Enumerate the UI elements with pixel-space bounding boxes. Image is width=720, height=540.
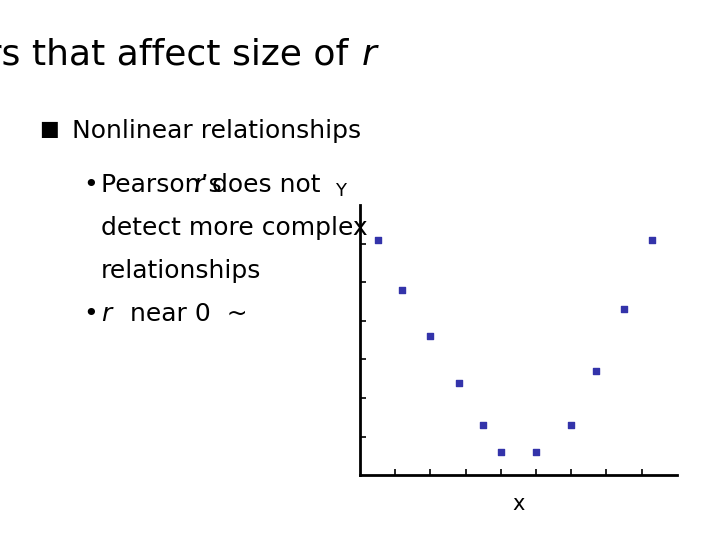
Point [565, 421, 577, 429]
Point [425, 332, 436, 341]
Point [530, 448, 541, 456]
Text: near 0  ~: near 0 ~ [114, 302, 248, 326]
Text: does not: does not [204, 173, 320, 197]
Text: r: r [361, 38, 377, 72]
Point [495, 448, 507, 456]
Text: relationships: relationships [101, 259, 261, 283]
Text: Pearson’s: Pearson’s [101, 173, 230, 197]
X-axis label: x: x [512, 494, 525, 514]
Point [397, 286, 408, 294]
Text: •: • [83, 173, 97, 197]
Point [453, 379, 464, 387]
Point [477, 421, 489, 429]
Text: Nonlinear relationships: Nonlinear relationships [72, 119, 361, 143]
Point [647, 235, 658, 244]
Point [618, 305, 630, 314]
Text: Factors that affect size of: Factors that affect size of [0, 38, 360, 72]
Text: detect more complex: detect more complex [101, 216, 367, 240]
Text: r: r [193, 173, 203, 197]
Y-axis label: Y: Y [336, 182, 346, 200]
Text: •: • [83, 302, 97, 326]
Point [372, 235, 383, 244]
Text: ■: ■ [40, 119, 59, 139]
Text: r: r [101, 302, 111, 326]
Point [590, 367, 602, 375]
